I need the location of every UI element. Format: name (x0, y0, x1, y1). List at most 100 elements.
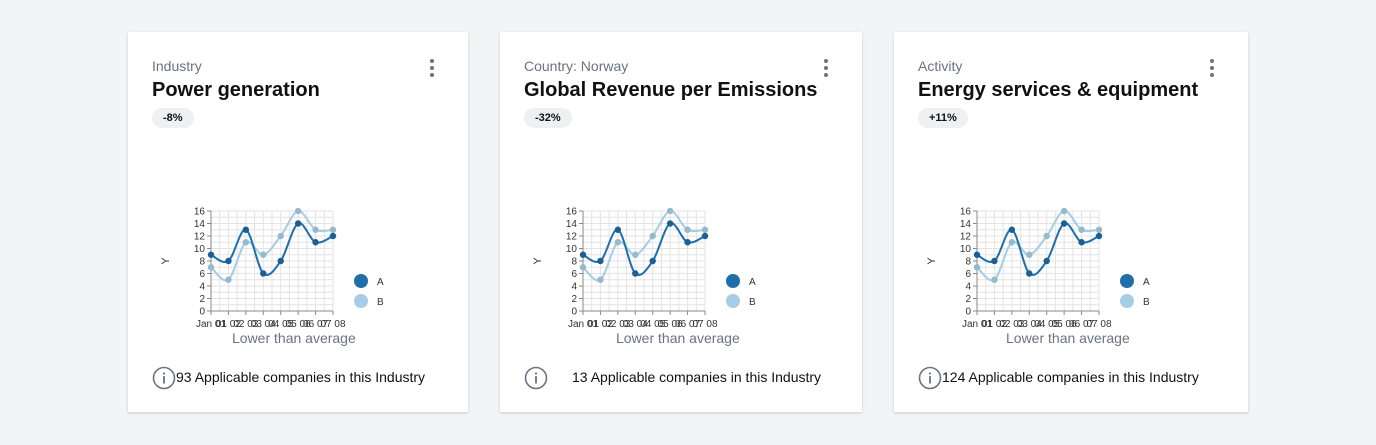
y-tick-label: 4 (199, 282, 205, 293)
data-point-b (312, 226, 319, 233)
legend-label-a: A (1143, 277, 1150, 288)
legend-label-a: A (749, 277, 756, 288)
y-tick-label: 12 (194, 232, 206, 243)
x-tick-label: 04 05 (640, 319, 665, 330)
data-point-b (1095, 226, 1103, 233)
card-title: Energy services & equipment (918, 79, 1199, 101)
comparison-caption: Lower than average (1006, 330, 1130, 346)
data-point-b (260, 251, 267, 258)
legend-label-b: B (1143, 297, 1150, 308)
x-tick-label: Jan 01 (196, 319, 226, 330)
applicable-companies-text: 93 Applicable companies in this Industry (176, 369, 426, 385)
data-point-a (242, 226, 250, 233)
legend-label-b: B (377, 297, 384, 308)
data-point-a (312, 239, 319, 246)
data-point-a (294, 220, 302, 227)
data-point-b (649, 232, 656, 240)
change-badge: -32% (524, 108, 572, 128)
data-point-b (666, 207, 674, 215)
data-point-a (225, 257, 232, 265)
legend-marker-b (1120, 294, 1134, 308)
y-tick-label: 6 (199, 269, 205, 280)
y-tick-label: 12 (566, 232, 578, 243)
data-point-b (632, 251, 639, 258)
x-tick-label: 05 06 (1052, 319, 1077, 330)
kebab-menu-icon[interactable] (1204, 58, 1220, 80)
data-point-b (1026, 251, 1033, 258)
data-point-a (207, 251, 215, 258)
y-tick-label: 4 (965, 282, 971, 293)
data-point-b (1008, 239, 1016, 246)
data-point-a (614, 226, 622, 233)
x-tick-label: 02 03 (233, 319, 258, 330)
data-point-b (277, 232, 284, 240)
y-axis-label: Y (160, 257, 172, 265)
applicable-companies-text: 124 Applicable companies in this Industr… (942, 369, 1199, 385)
data-point-b (701, 226, 709, 233)
legend-marker-b (726, 294, 740, 308)
y-tick-label: 6 (965, 269, 971, 280)
y-tick-label: 10 (194, 244, 206, 255)
y-tick-label: 14 (566, 219, 578, 230)
kebab-menu-icon[interactable] (424, 58, 440, 80)
x-tick-label: Jan 01 (962, 319, 992, 330)
y-tick-label: 10 (960, 244, 972, 255)
y-tick-label: 4 (571, 282, 577, 293)
data-point-b (1060, 207, 1068, 215)
data-point-a (1060, 220, 1068, 227)
info-icon[interactable] (918, 366, 942, 390)
y-tick-label: 0 (965, 307, 971, 318)
data-point-a (684, 239, 691, 246)
data-point-a (260, 270, 267, 277)
data-point-b (207, 264, 215, 271)
data-point-a (701, 232, 709, 240)
comparison-caption: Lower than average (616, 330, 740, 346)
data-point-a (329, 232, 337, 240)
data-point-b (597, 276, 604, 283)
legend-marker-a (1120, 274, 1134, 288)
x-tick-label: 04 05 (1034, 319, 1059, 330)
legend-label-a: A (377, 277, 384, 288)
data-point-a (973, 251, 981, 258)
x-tick-label: 02 03 (999, 319, 1024, 330)
data-point-b (991, 276, 998, 283)
x-tick-label: 04 05 (268, 319, 293, 330)
change-badge: -8% (152, 108, 194, 128)
y-tick-label: 2 (199, 294, 205, 305)
data-point-b (684, 226, 691, 233)
legend-marker-a (354, 274, 368, 288)
x-tick-label: 06 07 (1069, 319, 1094, 330)
metric-card-global-revenue: Country: Norway Global Revenue per Emiss… (500, 32, 862, 412)
y-tick-label: 8 (571, 257, 577, 268)
x-tick-label: 03 04 (623, 319, 648, 330)
card-category: Activity (918, 58, 963, 74)
metric-card-energy-services: Activity Energy services & equipment +11… (894, 32, 1248, 412)
info-icon[interactable] (524, 366, 548, 390)
y-tick-label: 0 (571, 307, 577, 318)
data-point-b (242, 239, 250, 246)
data-point-a (632, 270, 639, 277)
data-point-a (1095, 232, 1103, 240)
comparison-caption: Lower than average (232, 330, 356, 346)
data-point-a (277, 257, 284, 265)
y-tick-label: 6 (571, 269, 577, 280)
x-tick-label: 01 02 (982, 319, 1007, 330)
y-tick-label: 16 (566, 207, 578, 218)
kebab-menu-icon[interactable] (818, 58, 834, 80)
x-tick-label: 02 03 (605, 319, 630, 330)
x-tick-label: 07 08 (1086, 319, 1111, 330)
x-tick-label: Jan 01 (568, 319, 598, 330)
y-tick-label: 10 (566, 244, 578, 255)
data-point-b (579, 264, 587, 271)
y-tick-label: 14 (960, 219, 972, 230)
x-tick-label: 01 02 (588, 319, 613, 330)
card-title: Power generation (152, 79, 320, 101)
x-tick-label: 03 04 (251, 319, 276, 330)
applicable-companies-text: 13 Applicable companies in this Industry (572, 369, 822, 385)
y-tick-label: 0 (199, 307, 205, 318)
data-point-b (225, 276, 232, 283)
data-point-a (597, 257, 604, 265)
info-icon[interactable] (152, 366, 176, 390)
